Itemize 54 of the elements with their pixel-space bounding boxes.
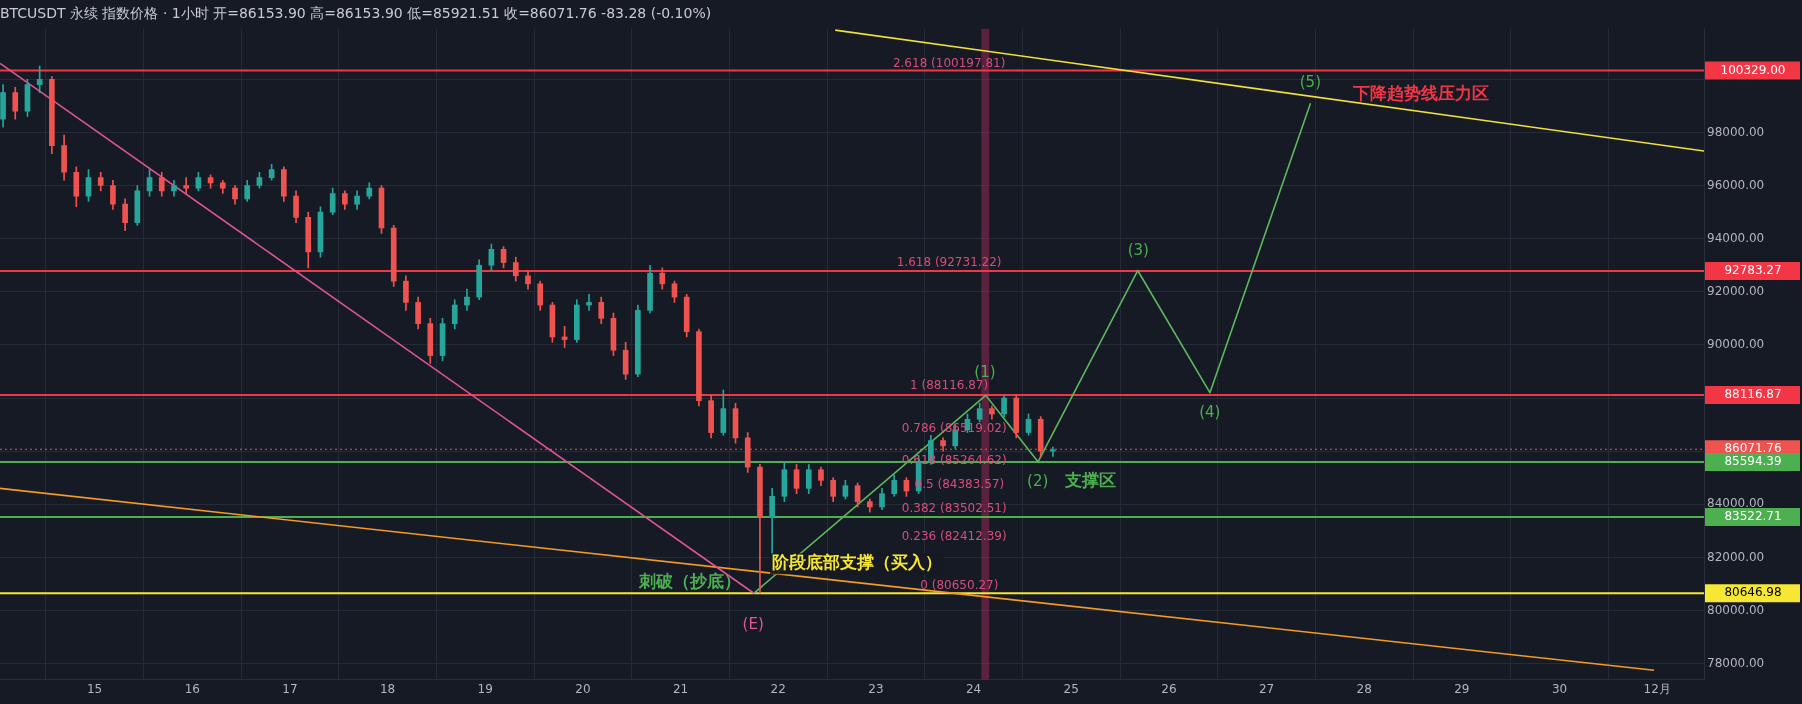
y-tick-label: 80000.00	[1707, 602, 1765, 617]
y-tick-label: 78000.00	[1707, 655, 1765, 670]
x-tick-label: 30	[1551, 681, 1568, 696]
annotation: 0 (80650.27)	[920, 578, 999, 593]
y-tick-label: 92000.00	[1707, 283, 1765, 298]
candlestick	[183, 177, 189, 194]
x-tick-label: 15	[86, 681, 103, 696]
annotation: (3)	[1127, 240, 1149, 259]
ref-line-label: 100329.00	[1720, 62, 1786, 77]
candlestick	[36, 65, 43, 93]
x-tick-label: 23	[868, 681, 884, 696]
annotation: 1.618 (92731.22)	[896, 254, 1002, 269]
annotation: (1)	[974, 362, 996, 381]
ref-line-label: 83522.71	[1724, 509, 1782, 524]
x-tick-label: 26	[1161, 681, 1177, 696]
annotation: 1 (88116.87)	[910, 378, 989, 393]
annotation: (2)	[1027, 471, 1049, 490]
x-tick-label: 27	[1258, 681, 1275, 696]
annotation: 0.236 (82412.39)	[901, 529, 1007, 544]
x-tick-label: 18	[379, 681, 396, 696]
y-tick-label: 82000.00	[1707, 549, 1765, 564]
x-tick-label: 22	[770, 681, 786, 696]
x-tick-label: 25	[1063, 681, 1079, 696]
x-tick-label: 16	[184, 681, 200, 696]
chart-title: BTCUSDT 永续 指数价格 · 1小时 开=86153.90 高=86153.90 低=85921.51 收=86071.76 -83.28 (-0.10%)	[0, 5, 712, 22]
annotation: (4)	[1199, 403, 1221, 422]
x-tick-label: 17	[282, 681, 298, 696]
annotation: 2.618 (100197.81)	[892, 56, 1006, 71]
candlestick	[586, 294, 592, 311]
y-tick-label: 84000.00	[1707, 496, 1765, 511]
annotation: 下降趋势线压力区	[1352, 82, 1490, 103]
annotation: 0.382 (83502.51)	[901, 501, 1007, 516]
annotation: (E)	[742, 614, 764, 633]
ref-line-label: 92783.27	[1724, 263, 1782, 278]
annotation: (5)	[1299, 73, 1321, 92]
ref-line-label: 85594.39	[1724, 454, 1782, 469]
annotation: 支撑区	[1064, 470, 1117, 491]
annotation: 刺破（抄底）	[638, 571, 742, 592]
y-tick-label: 96000.00	[1707, 177, 1765, 192]
x-tick-label: 29	[1454, 681, 1470, 696]
y-tick-label: 94000.00	[1707, 230, 1765, 245]
y-tick-label: 90000.00	[1707, 337, 1765, 352]
x-tick-label: 19	[477, 681, 493, 696]
ref-line-label: 88116.87	[1724, 387, 1782, 402]
ref-line-label: 86071.76	[1724, 441, 1782, 456]
annotation: 阶段底部支撑（买入）	[772, 552, 943, 573]
y-tick-label: 98000.00	[1707, 124, 1765, 139]
ref-line-label: 80646.98	[1724, 585, 1782, 600]
x-tick-label: 28	[1356, 681, 1372, 696]
x-tick-label: 24	[965, 681, 982, 696]
x-tick-label: 21	[672, 681, 689, 696]
candlestick	[1050, 446, 1056, 457]
x-tick-label: 20	[575, 681, 591, 696]
x-tick-label: 12月	[1643, 681, 1671, 696]
